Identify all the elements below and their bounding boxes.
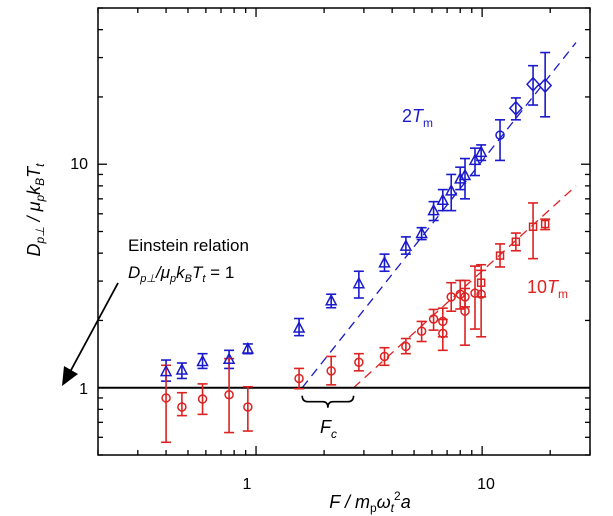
data-point	[294, 373, 304, 384]
fc-bracket	[301, 395, 355, 408]
x-tick-label: 1	[243, 476, 252, 493]
error-bar	[294, 367, 305, 390]
data-point	[197, 394, 208, 404]
data-point	[455, 289, 465, 299]
data-point	[175, 362, 189, 375]
data-point	[474, 145, 488, 158]
data-point	[161, 393, 171, 403]
axis-ticks	[97, 7, 591, 456]
data-point	[528, 222, 538, 232]
data-point	[495, 251, 505, 260]
data-point	[416, 326, 427, 336]
data-point	[495, 130, 505, 140]
error-bar	[416, 320, 427, 343]
einstein-equation: Dp⊥/μpkBTt = 1	[128, 263, 234, 285]
data-point	[468, 153, 482, 166]
data-point	[444, 183, 458, 196]
einstein-arrow	[62, 282, 119, 386]
error-bar	[446, 281, 457, 312]
error-bar	[446, 173, 457, 212]
error-bar	[510, 232, 521, 252]
data-point	[446, 292, 456, 302]
data-point	[224, 390, 234, 400]
data-point	[476, 289, 486, 299]
data-point	[460, 292, 470, 302]
error-bar	[528, 64, 539, 106]
error-bar	[495, 243, 506, 268]
x-tick-label: 10	[477, 476, 495, 493]
data-point	[352, 276, 366, 289]
data-point	[476, 278, 486, 287]
data-point	[428, 314, 439, 324]
data-point	[399, 239, 413, 251]
error-bar	[353, 270, 364, 299]
error-bar	[470, 147, 481, 177]
data-point	[196, 354, 209, 367]
error-bar	[460, 157, 471, 200]
data-point	[415, 226, 428, 239]
data-point	[538, 77, 553, 94]
y-tick-label: 10	[70, 156, 88, 173]
data-point	[324, 293, 338, 306]
data-point	[379, 351, 390, 362]
error-bar	[379, 346, 390, 367]
data-point	[354, 357, 364, 368]
data-point	[511, 237, 521, 246]
data-point	[438, 316, 448, 327]
error-bar	[495, 119, 506, 162]
error-bars	[161, 51, 551, 444]
data-point	[222, 352, 236, 365]
data-point	[292, 320, 306, 333]
data-point	[458, 168, 472, 181]
error-bar	[428, 308, 439, 331]
error-bar	[197, 383, 208, 416]
fc-label: Fc	[320, 417, 337, 441]
data-point	[401, 341, 411, 352]
data-point	[159, 364, 173, 377]
data-point	[427, 203, 440, 216]
einstein-title: Einstein relation	[128, 236, 249, 255]
data-point	[453, 171, 467, 184]
data-point	[436, 193, 450, 205]
red-series-label: 10Tm	[527, 277, 568, 301]
data-point	[540, 219, 550, 229]
data-markers	[159, 76, 553, 412]
data-point	[177, 402, 187, 412]
fit-line	[301, 42, 577, 389]
data-point	[526, 76, 541, 92]
x-axis-label: F / mpωt2a	[329, 489, 410, 515]
data-point	[470, 288, 480, 298]
y-tick-label: 1	[79, 381, 88, 398]
error-bar	[176, 391, 187, 417]
blue-series-label: 2Tm	[402, 106, 433, 130]
data-point	[460, 306, 470, 316]
data-point	[508, 100, 523, 116]
data-point	[241, 341, 255, 354]
error-bar	[437, 188, 448, 212]
y-axis-label: Dp⊥ / μpkBTt	[24, 163, 47, 257]
error-bar	[242, 385, 253, 432]
error-bar	[540, 51, 551, 118]
data-point	[243, 402, 253, 412]
data-point	[438, 328, 448, 339]
error-bar	[353, 352, 364, 372]
error-bar	[326, 355, 337, 386]
data-point	[378, 255, 391, 268]
data-point	[326, 366, 336, 376]
error-bar	[161, 364, 172, 444]
